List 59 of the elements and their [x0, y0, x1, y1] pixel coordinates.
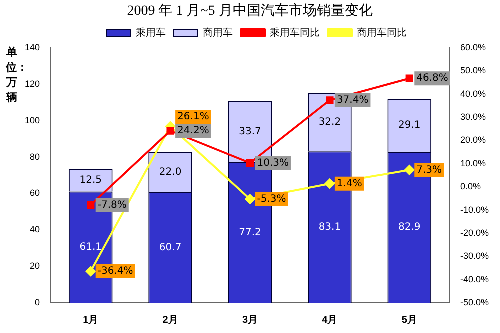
point: [245, 194, 256, 204]
y2-tick-label: 40.0%: [460, 88, 486, 99]
legend-label: 乘用车同比: [270, 26, 320, 39]
point: [404, 165, 415, 176]
y2-tick-label: -50.0%: [460, 297, 490, 308]
y2-tick-label: 0.0%: [460, 182, 481, 192]
y-tick-label: 60: [30, 188, 40, 198]
y2-tick-label: 60.0%: [460, 42, 486, 52]
data-label: -7.8%: [98, 200, 127, 211]
x-tick-label: 3月: [242, 314, 258, 326]
legend-label: 商用车: [203, 26, 233, 39]
data-label: -5.3%: [257, 194, 286, 205]
chart-title: 2009 年 1 月~5 月中国汽车市场销量变化: [126, 2, 374, 20]
y2-tick-label: -40.0%: [460, 274, 490, 284]
data-label: 12.5: [80, 174, 102, 186]
legend-label: 乘用车: [136, 26, 166, 39]
data-label: 26.1%: [178, 112, 210, 123]
point: [324, 178, 335, 189]
y-tick-label: 20: [30, 261, 40, 272]
data-label: 37.4%: [336, 94, 369, 106]
y2-tick-label: -20.0%: [460, 228, 490, 238]
y-tick-label: 140: [24, 42, 40, 52]
point: [246, 159, 254, 168]
data-label: 10.3%: [257, 158, 290, 169]
y-tick-label: 0: [35, 297, 40, 308]
y2-tick-label: 10.0%: [460, 158, 486, 168]
y2-tick-label: 20.0%: [460, 135, 486, 146]
data-label: 60.7: [159, 242, 182, 254]
point: [406, 74, 414, 82]
point: [326, 96, 334, 104]
y-tick-label: 80: [30, 152, 40, 162]
data-label: 82.9: [398, 222, 421, 234]
data-label: 61.1: [80, 242, 102, 253]
data-label: 22.0: [159, 166, 182, 178]
data-label: 32.2: [318, 116, 342, 128]
y2-tick-label: 30.0%: [460, 112, 486, 122]
point: [86, 266, 96, 276]
data-label: 46.8%: [416, 73, 448, 84]
x-tick-label: 1月: [83, 314, 99, 326]
legend-label: 商用车同比: [357, 26, 407, 39]
x-tick-label: 5月: [402, 314, 418, 326]
y2-tick-label: -10.0%: [460, 204, 490, 215]
data-label: 7.3%: [416, 164, 442, 176]
data-label: 29.1: [398, 120, 421, 132]
data-label: 77.2: [239, 227, 262, 238]
y2-tick-label: 50.0%: [460, 66, 486, 76]
x-tick-label: 4月: [322, 314, 338, 326]
point: [166, 127, 174, 135]
data-label: -36.4%: [98, 266, 134, 278]
x-tick-label: 2月: [162, 314, 178, 326]
data-label: 1.4%: [336, 178, 362, 190]
data-label: 83.1: [318, 222, 342, 233]
y-tick-label: 100: [24, 115, 40, 126]
y-tick-label: 40: [30, 224, 40, 235]
data-label: 24.2%: [178, 126, 210, 137]
y2-tick-label: -30.0%: [460, 251, 490, 262]
point: [87, 201, 95, 209]
y-tick-label: 120: [24, 78, 40, 89]
data-label: 33.7: [239, 126, 262, 138]
